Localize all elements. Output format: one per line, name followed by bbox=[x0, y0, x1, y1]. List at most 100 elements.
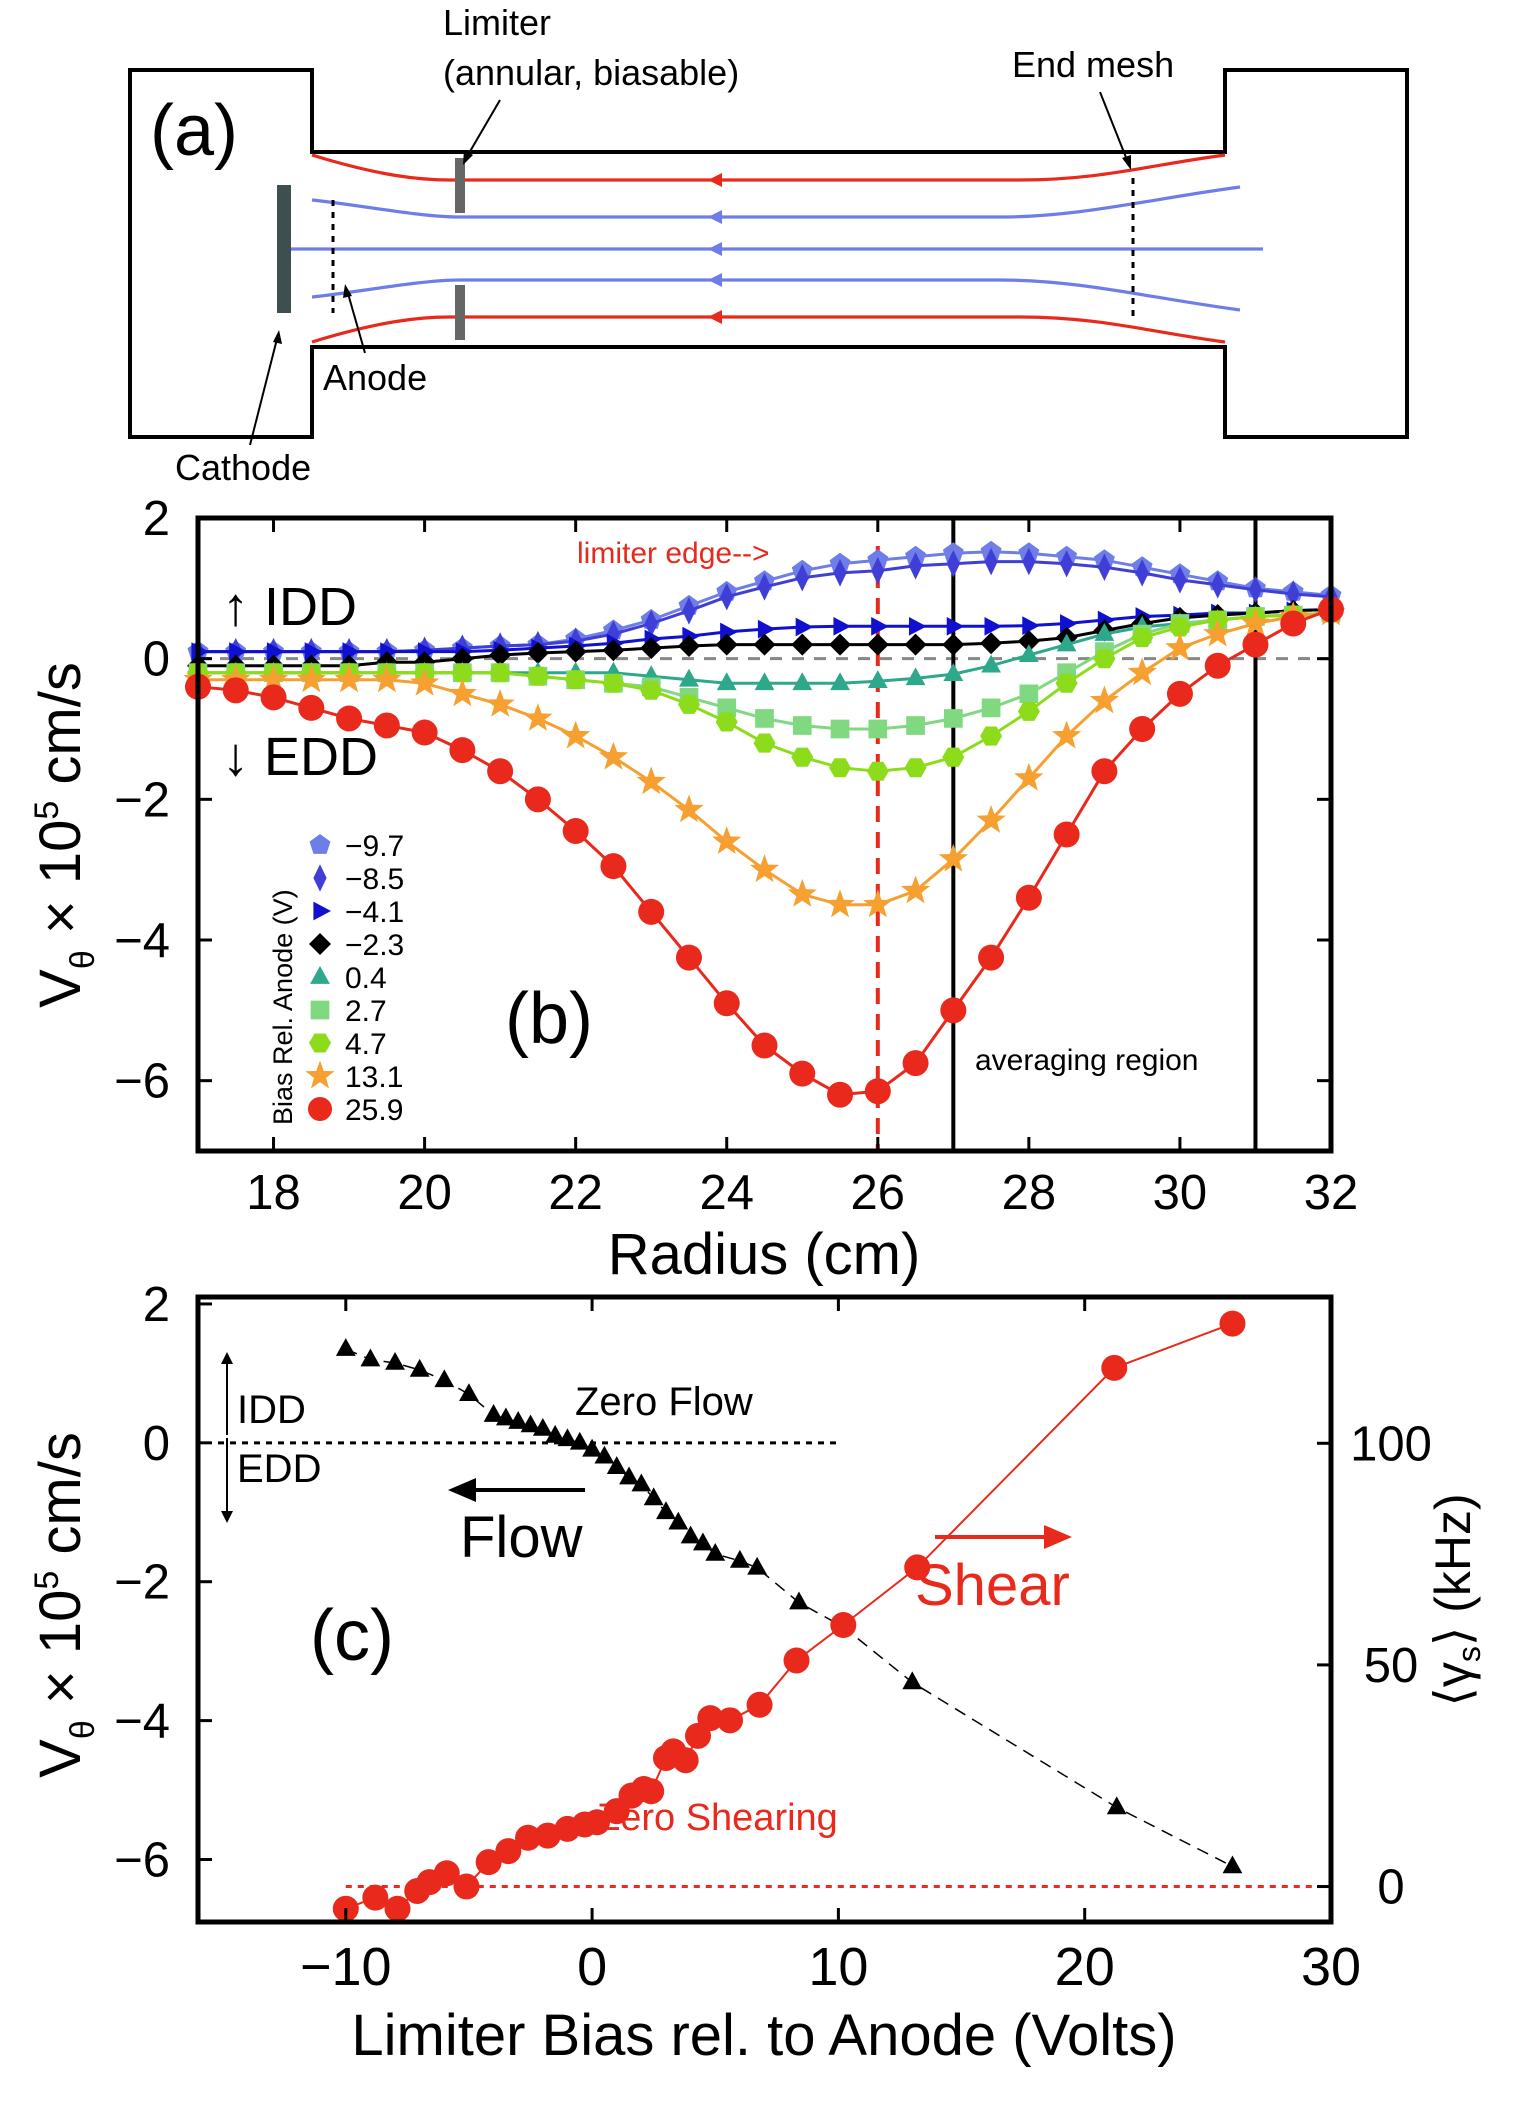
series-2-point bbox=[984, 616, 1003, 636]
series-7-point bbox=[1165, 632, 1195, 661]
series-3-point bbox=[753, 633, 776, 656]
series-8-point bbox=[562, 817, 589, 844]
series-8-point bbox=[411, 719, 438, 746]
legend-label-0: −9.7 bbox=[345, 830, 404, 863]
series-8-point bbox=[1242, 631, 1269, 658]
y2-tick-label: 50 bbox=[1364, 1639, 1419, 1693]
series-8-point bbox=[336, 705, 363, 732]
panel-b-ylabel-v: V bbox=[28, 969, 93, 1008]
shear-point bbox=[783, 1647, 810, 1674]
shear-label: Shear bbox=[915, 1553, 1070, 1618]
panel-b-ylabel-exp: 5 bbox=[28, 801, 66, 820]
panel-b-ylabel-theta: θ bbox=[64, 950, 102, 969]
flow-point bbox=[643, 1487, 664, 1506]
field-line-mid-bottom bbox=[311, 278, 1241, 312]
panel-c-y2label-gamma: ⟨γ bbox=[1425, 1662, 1481, 1707]
x-tick-label: 30 bbox=[1153, 1166, 1208, 1220]
field-arrow-3 bbox=[708, 242, 722, 256]
series-4-point bbox=[943, 663, 964, 681]
legend-label-4: 0.4 bbox=[345, 962, 387, 995]
series-2-point bbox=[1060, 614, 1078, 633]
flow-point bbox=[680, 1525, 701, 1544]
averaging-region-label: averaging region bbox=[975, 1044, 1199, 1077]
legend-marker-2 bbox=[313, 901, 331, 921]
limiter-label-2: (annular, biasable) bbox=[443, 52, 739, 93]
end-mesh-label: End mesh bbox=[1012, 44, 1174, 85]
panel-a-label: (a) bbox=[150, 91, 238, 171]
shear-point bbox=[1101, 1354, 1128, 1381]
series-4-point bbox=[792, 672, 813, 691]
series-7-point bbox=[825, 889, 855, 918]
limiter-top bbox=[455, 158, 465, 213]
idd-arrow-head bbox=[221, 1352, 233, 1364]
series-8-point bbox=[827, 1081, 854, 1108]
x-tick-label: 22 bbox=[548, 1166, 603, 1220]
flow-point bbox=[434, 1369, 455, 1388]
series-8-point bbox=[978, 944, 1005, 971]
series-3-point bbox=[904, 633, 927, 656]
panel-c-y2label-unit: ⟩ (kHz) bbox=[1425, 1493, 1481, 1646]
panel-c-y2label: ⟨γs⟩ (kHz) bbox=[1425, 1493, 1487, 1706]
series-1-point bbox=[1135, 559, 1149, 587]
flow-point bbox=[1222, 1855, 1243, 1874]
x-tick-label: 20 bbox=[397, 1166, 452, 1220]
x-tick-label: 28 bbox=[1002, 1166, 1057, 1220]
series-3-point bbox=[791, 633, 814, 656]
series-4-point bbox=[981, 654, 1001, 673]
legend-marker-7 bbox=[305, 1060, 335, 1089]
panel-c-label: (c) bbox=[310, 1596, 394, 1676]
flow-point bbox=[569, 1431, 590, 1450]
series-7-point bbox=[1240, 608, 1271, 636]
panel-c-ylabel-exp: 5 bbox=[28, 1571, 66, 1590]
shear-point bbox=[1219, 1310, 1246, 1337]
series-8-point bbox=[260, 684, 287, 711]
series-7-point bbox=[485, 689, 515, 717]
series-5-point bbox=[868, 719, 888, 739]
flow-point bbox=[459, 1383, 479, 1402]
cathode-pointer bbox=[249, 334, 279, 446]
series-4-point bbox=[905, 667, 926, 686]
series-6-point bbox=[980, 726, 1003, 746]
panel-a-diagram: (a) Limiter (annular, biasable) End mesh… bbox=[128, 2, 1409, 488]
y-tick-label: −4 bbox=[114, 914, 170, 968]
y-tick-label: 2 bbox=[143, 1278, 170, 1332]
series-5-point bbox=[830, 719, 850, 739]
series-7-point bbox=[1127, 657, 1157, 686]
series-7-point bbox=[561, 720, 591, 749]
legend-label-5: 2.7 bbox=[345, 995, 387, 1028]
series-7-point bbox=[372, 664, 402, 693]
legend-label-8: 25.9 bbox=[345, 1094, 403, 1127]
y-tick-label: 0 bbox=[143, 1417, 170, 1471]
shear-point bbox=[384, 1895, 411, 1922]
y-tick-label: −6 bbox=[114, 1055, 170, 1109]
series-7-point bbox=[258, 664, 289, 693]
series-7-point bbox=[523, 703, 553, 731]
legend-label-7: 13.1 bbox=[345, 1061, 403, 1094]
flow-point bbox=[594, 1445, 615, 1464]
y2-tick-label: 100 bbox=[1350, 1417, 1432, 1471]
legend-marker-5 bbox=[310, 1000, 330, 1020]
series-3-point bbox=[715, 633, 738, 656]
series-7-point bbox=[636, 766, 666, 795]
shear-point bbox=[638, 1778, 665, 1805]
flow-point bbox=[668, 1511, 689, 1530]
panel-c-ylabel-unit: cm/s bbox=[28, 1432, 93, 1571]
series-6-point bbox=[866, 761, 889, 781]
shear-point bbox=[475, 1849, 502, 1876]
series-2-point bbox=[833, 616, 852, 636]
series-3-point bbox=[980, 632, 1003, 655]
panel-c-y2label-sub: s bbox=[1451, 1646, 1487, 1662]
end-mesh-pointer-head bbox=[1122, 155, 1131, 170]
panel-c-xlabel: Limiter Bias rel. to Anode (Volts) bbox=[351, 2003, 1176, 2068]
series-4-point bbox=[679, 668, 699, 687]
series-8-point bbox=[940, 997, 967, 1024]
edd-arrow-head bbox=[221, 1511, 233, 1523]
y-tick-label: −4 bbox=[114, 1695, 170, 1749]
series-1-point bbox=[1022, 547, 1036, 576]
series-4-point bbox=[1018, 644, 1039, 662]
cathode-pointer-head bbox=[273, 330, 282, 344]
series-8-point bbox=[675, 944, 702, 971]
